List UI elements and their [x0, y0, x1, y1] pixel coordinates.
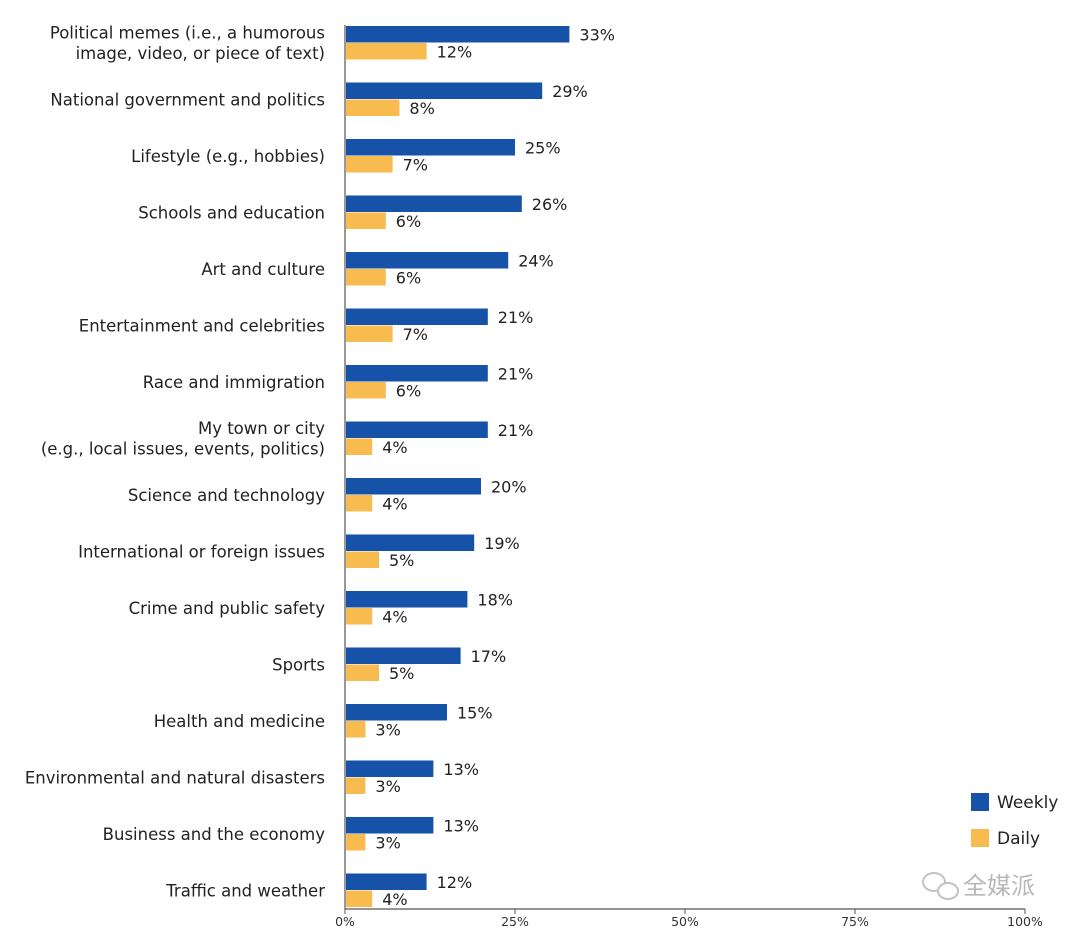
watermark-text: 全媒派 [963, 872, 1035, 900]
bar-weekly [346, 478, 481, 495]
value-label-daily: 4% [382, 494, 407, 513]
value-label-daily: 6% [396, 381, 421, 400]
value-label-daily: 6% [396, 212, 421, 231]
bar-weekly [346, 647, 461, 664]
category-label: Political memes (i.e., a humorous [50, 24, 325, 43]
value-label-daily: 6% [396, 268, 421, 287]
bar-weekly [346, 817, 434, 834]
category-label: Traffic and weather [165, 881, 325, 900]
bar-weekly [346, 591, 468, 608]
value-label-weekly: 13% [443, 816, 479, 835]
bar-weekly [346, 704, 447, 721]
value-label-daily: 4% [382, 438, 407, 457]
bar-weekly [346, 534, 475, 551]
bar-daily [346, 834, 366, 851]
value-label-daily: 4% [382, 607, 407, 626]
value-label-daily: 5% [389, 551, 414, 570]
x-tick-label: 0% [335, 914, 355, 929]
value-label-weekly: 26% [532, 195, 568, 214]
value-label-weekly: 25% [525, 138, 561, 157]
value-label-weekly: 21% [498, 421, 534, 440]
category-label: Art and culture [201, 260, 325, 279]
value-label-weekly: 21% [498, 308, 534, 327]
bar-daily [346, 156, 393, 173]
bar-daily [346, 382, 386, 399]
category-label: Health and medicine [154, 712, 325, 731]
value-label-weekly: 21% [498, 364, 534, 383]
value-label-daily: 8% [409, 99, 434, 118]
category-label: Entertainment and celebrities [79, 316, 325, 335]
bar-daily [346, 777, 366, 794]
value-label-daily: 7% [403, 325, 428, 344]
legend-label-weekly: Weekly [997, 793, 1058, 813]
legend-swatch-weekly [971, 793, 989, 811]
value-label-weekly: 12% [437, 873, 473, 892]
bar-daily [346, 495, 373, 512]
value-label-weekly: 29% [552, 82, 588, 101]
value-label-daily: 12% [437, 42, 473, 61]
category-label: National government and politics [50, 90, 325, 109]
x-tick-label: 75% [841, 914, 869, 929]
category-label: Sports [272, 655, 325, 674]
category-label: Science and technology [128, 486, 325, 505]
x-tick-label: 25% [501, 914, 529, 929]
value-label-daily: 4% [382, 890, 407, 909]
value-label-daily: 7% [403, 155, 428, 174]
category-label: My town or city [198, 419, 325, 438]
category-label: Crime and public safety [129, 599, 326, 618]
bar-daily [346, 99, 400, 116]
bar-daily [346, 43, 427, 60]
bar-weekly [346, 82, 543, 99]
category-label: Lifestyle (e.g., hobbies) [131, 147, 325, 166]
wechat-icon-bubble [937, 882, 959, 900]
value-label-weekly: 24% [518, 251, 554, 270]
bar-weekly [346, 365, 488, 382]
bar-weekly [346, 873, 427, 890]
bar-daily [346, 438, 373, 455]
bar-weekly [346, 139, 515, 156]
category-label: image, video, or piece of text) [76, 44, 325, 63]
wechat-icon [922, 872, 946, 892]
value-label-weekly: 20% [491, 477, 527, 496]
value-label-weekly: 33% [579, 25, 615, 44]
bar-daily [346, 551, 379, 568]
value-label-daily: 3% [375, 833, 400, 852]
value-label-daily: 3% [375, 777, 400, 796]
category-label: (e.g., local issues, events, politics) [41, 440, 325, 459]
bar-daily [346, 721, 366, 738]
category-label: International or foreign issues [78, 542, 325, 561]
x-tick-label: 50% [671, 914, 699, 929]
category-label: Schools and education [138, 203, 325, 222]
bar-daily [346, 664, 379, 681]
bar-daily [346, 890, 373, 907]
value-label-daily: 5% [389, 664, 414, 683]
legend-swatch-daily [971, 829, 989, 847]
value-label-weekly: 17% [471, 647, 507, 666]
category-label: Race and immigration [143, 373, 325, 392]
value-label-weekly: 18% [477, 590, 513, 609]
value-label-weekly: 15% [457, 703, 493, 722]
bar-weekly [346, 195, 522, 212]
bar-weekly [346, 252, 509, 269]
bar-daily [346, 212, 386, 229]
legend-label-daily: Daily [997, 829, 1040, 849]
bar-daily [346, 269, 386, 286]
bar-weekly [346, 421, 488, 438]
bar-daily [346, 608, 373, 625]
value-label-weekly: 13% [443, 760, 479, 779]
value-label-weekly: 19% [484, 534, 520, 553]
category-label: Environmental and natural disasters [25, 768, 325, 787]
x-tick-label: 100% [1007, 914, 1043, 929]
category-label: Business and the economy [103, 825, 326, 844]
bar-weekly [346, 308, 488, 325]
bar-weekly [346, 760, 434, 777]
bar-weekly [346, 26, 570, 43]
value-label-daily: 3% [375, 720, 400, 739]
bar-daily [346, 325, 393, 342]
